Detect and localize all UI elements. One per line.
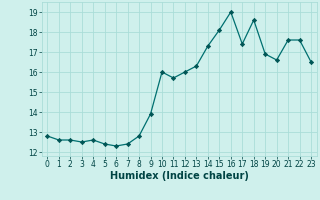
X-axis label: Humidex (Indice chaleur): Humidex (Indice chaleur) — [110, 171, 249, 181]
